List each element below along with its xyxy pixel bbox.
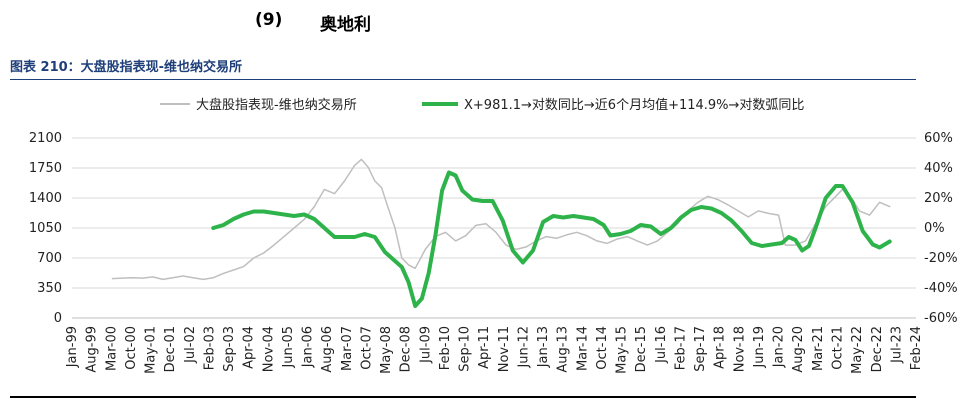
right-tick-label: -40% (924, 281, 958, 296)
x-tick-label: Jul-16 (654, 326, 669, 364)
right-tick-label: 60% (924, 131, 953, 146)
x-tick-label: Mar-14 (575, 326, 590, 371)
x-tick-label: Sep-17 (693, 326, 708, 372)
title-divider (10, 79, 916, 80)
x-tick-label: Jan-13 (536, 326, 551, 368)
right-tick-label: 40% (924, 161, 953, 176)
x-tick-label: Jul-23 (889, 326, 904, 364)
x-tick-label: Jun-05 (281, 326, 296, 369)
x-tick-label: Feb-03 (202, 326, 217, 370)
x-tick-label: Oct-07 (359, 326, 374, 370)
x-axis-ticks: Jan-99 Aug-99 Mar-00 Oct-00 May-01 Dec-01 Jul-… (65, 317, 924, 374)
x-tick-label: Sep-03 (222, 326, 237, 372)
x-tick-label: Aug-13 (556, 326, 571, 373)
legend-label-yoy: X+981.1→对数同比→近6个月均值+114.9%→对数弧同比 (464, 97, 804, 113)
x-tick-label: Dec-22 (870, 326, 885, 372)
x-tick-label: Aug-99 (85, 326, 100, 373)
x-tick-label: Jul-02 (183, 326, 198, 364)
x-tick-label: Apr-11 (477, 326, 492, 369)
x-tick-label: Feb-24 (909, 326, 924, 370)
series-lines (111, 158, 892, 308)
x-tick-label: Mar-00 (104, 326, 119, 371)
x-tick-label: Jan-99 (65, 326, 80, 368)
right-tick-label: 20% (924, 191, 953, 206)
x-tick-label: Oct-00 (124, 326, 139, 370)
x-tick-label: Jan-20 (772, 326, 787, 368)
section-heading: (9) 奥地利 (0, 10, 977, 36)
series-line-index (111, 158, 891, 281)
x-tick-label: Feb-17 (673, 326, 688, 370)
x-tick-label: May-15 (615, 326, 630, 374)
x-tick-label: Dec-08 (399, 326, 414, 372)
x-tick-label: May-22 (850, 326, 865, 374)
grid-lines (72, 137, 916, 319)
left-axis-ticks: 0 350 700 1050 1400 1750 2100 (29, 131, 62, 326)
x-tick-label: Sep-10 (458, 326, 473, 372)
legend: 大盘股指表现-维也纳交易所 X+981.1→对数同比→近6个月均值+114.9%… (160, 97, 804, 113)
x-tick-label: Aug-06 (320, 326, 335, 373)
x-tick-label: May-01 (144, 326, 159, 374)
x-tick-label: May-08 (379, 326, 394, 374)
left-tick-label: 350 (37, 281, 62, 296)
right-tick-label: -20% (924, 251, 958, 266)
x-tick-label: Nov-18 (732, 326, 747, 372)
figure-title: 图表 210：大盘股指表现-维也纳交易所 (10, 60, 243, 75)
left-tick-label: 700 (37, 251, 62, 266)
x-tick-label: Jun-12 (516, 326, 531, 369)
x-tick-label: Dec-01 (163, 326, 178, 372)
bottom-divider (10, 396, 916, 398)
left-tick-label: 0 (54, 311, 62, 326)
x-tick-label: Oct-21 (830, 326, 845, 370)
right-tick-label: 0% (924, 221, 945, 236)
x-tick-label: Apr-04 (242, 326, 257, 369)
section-title: 奥地利 (320, 15, 371, 35)
x-tick-label: Jun-19 (752, 326, 767, 369)
x-tick-label: Mar-21 (811, 326, 826, 371)
x-tick-label: Apr-18 (713, 326, 728, 369)
x-tick-label: Jan-06 (301, 326, 316, 368)
left-tick-label: 2100 (29, 131, 62, 146)
legend-label-index: 大盘股指表现-维也纳交易所 (196, 97, 357, 113)
left-tick-label: 1750 (29, 161, 62, 176)
left-tick-label: 1400 (29, 191, 62, 206)
left-tick-label: 1050 (29, 221, 62, 236)
x-tick-label: Feb-10 (438, 326, 453, 370)
right-tick-label: -60% (924, 311, 958, 326)
series-line-yoy (211, 170, 892, 308)
x-tick-label: Dec-15 (634, 326, 649, 372)
x-tick-label: Oct-14 (595, 326, 610, 370)
x-tick-label: Jul-09 (418, 326, 433, 364)
section-number: (9) (255, 10, 283, 30)
x-tick-label: Aug-20 (791, 326, 806, 373)
right-axis-ticks: -60% -40% -20% 0% 20% 40% 60% (924, 131, 958, 326)
x-tick-label: Nov-11 (497, 326, 512, 372)
x-tick-label: Mar-07 (340, 326, 355, 371)
x-tick-label: Nov-04 (261, 326, 276, 372)
